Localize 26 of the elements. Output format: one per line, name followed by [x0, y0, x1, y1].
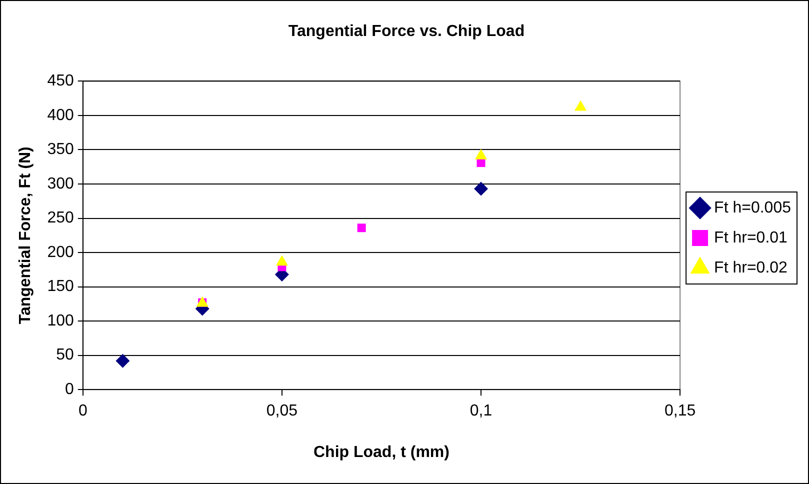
y-tick-label: 200	[47, 244, 74, 261]
point	[574, 100, 587, 111]
legend-label: Ft hr=0.02	[714, 259, 788, 276]
chart-title: Tangential Force vs. Chip Load	[288, 23, 525, 40]
y-axis-title: Tangential Force, Ft (N)	[17, 146, 34, 324]
x-tick-label: 0,05	[266, 402, 298, 420]
legend-label: Ft h=0.005	[714, 199, 792, 216]
y-tick-label: 350	[47, 141, 74, 158]
y-tick-label: 50	[56, 346, 74, 364]
y-tick-label: 300	[47, 175, 74, 192]
y-tick-label: 0	[64, 381, 74, 398]
point	[276, 255, 288, 266]
point	[116, 354, 130, 368]
y-tick-label: 250	[47, 210, 74, 227]
point	[357, 224, 366, 232]
x-tick-label: 0,1	[470, 402, 492, 420]
y-tick-label: 400	[47, 106, 74, 124]
point	[474, 148, 488, 160]
y-tick-label: 450	[47, 72, 74, 90]
y-tick-label: 100	[47, 312, 74, 330]
x-tick-label: 0,15	[664, 402, 696, 420]
legend-label: Ft hr=0.01	[714, 229, 788, 246]
x-tick-label: 0	[78, 402, 88, 420]
y-tick-label: 150	[47, 278, 74, 296]
x-axis-title: Chip Load, t (mm)	[313, 444, 450, 461]
point	[474, 182, 488, 196]
